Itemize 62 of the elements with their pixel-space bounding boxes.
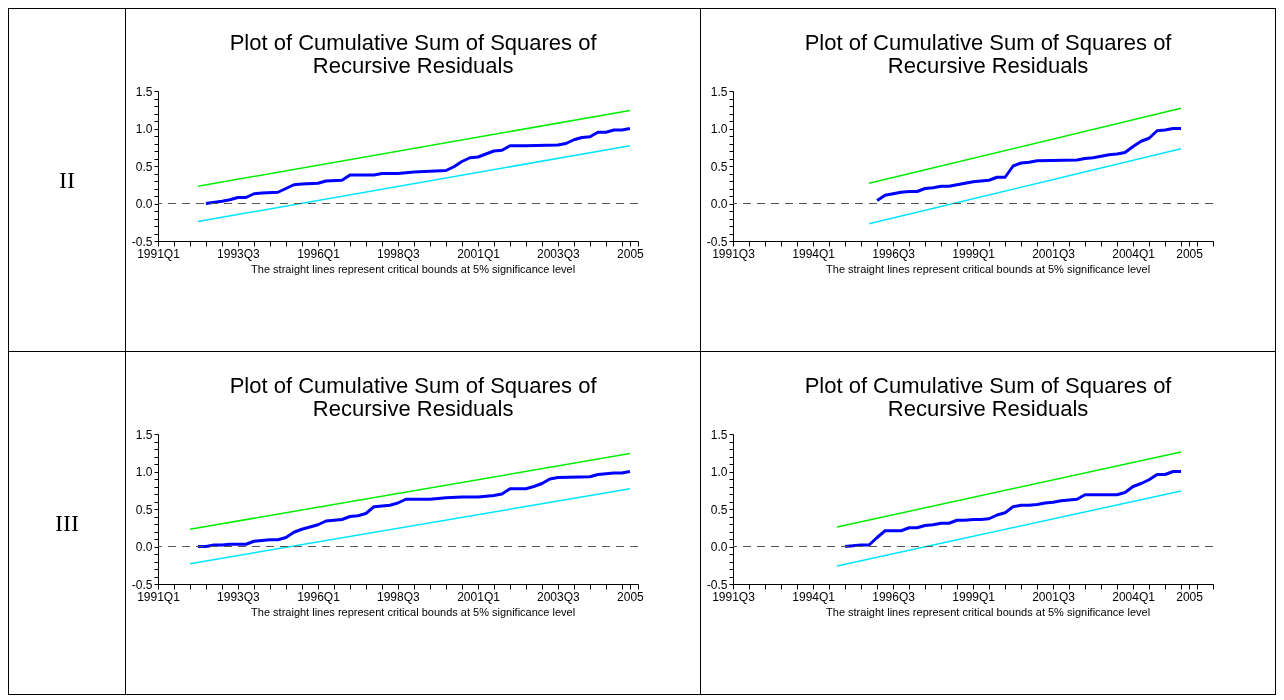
text: The straight lines represent critical bounds at 5% significance level xyxy=(250,263,577,276)
x-tick-label: 1994Q1 xyxy=(792,246,836,261)
y-tick-label: 1.0 xyxy=(710,465,728,480)
y-tick-label: 0.0 xyxy=(135,197,153,212)
y-tick-label: 0.5 xyxy=(135,502,153,517)
x-tick-label: 1991Q1 xyxy=(137,589,181,604)
x-tick-label: 1993Q3 xyxy=(217,246,261,261)
x-tick-label: 2001Q3 xyxy=(1032,589,1076,604)
x-tick-label: 1996Q1 xyxy=(297,589,341,604)
y-tick-label: 1.0 xyxy=(135,122,153,137)
text: The straight lines represent critical bounds at 5% significance level xyxy=(250,606,577,619)
line-series xyxy=(204,127,632,206)
x-tick-label: 1991Q3 xyxy=(712,589,756,604)
x-tick-label: 1999Q1 xyxy=(952,589,996,604)
y-tick-label: -0.5 xyxy=(706,577,728,592)
chart-title: Plot of Cumulative Sum of Squares of Recursive Residuals xyxy=(228,30,598,79)
y-tick-label: 1.0 xyxy=(710,122,728,137)
y-tick-label: 0.0 xyxy=(710,197,728,212)
line-series xyxy=(875,127,1183,203)
x-tick-label: 2001Q1 xyxy=(457,246,501,261)
y-tick-label: 0.5 xyxy=(710,159,728,174)
chart-title: Plot of Cumulative Sum of Squares of Recursive Residuals xyxy=(228,373,598,422)
y-tick-label: -0.5 xyxy=(131,234,153,249)
x-tick-label: 1991Q1 xyxy=(137,246,181,261)
x-tick-label: 1996Q3 xyxy=(872,246,916,261)
x-tick-label: 1996Q1 xyxy=(297,246,341,261)
y-tick-label: 1.5 xyxy=(135,84,153,99)
x-tick-label: 2001Q1 xyxy=(457,589,501,604)
line-series xyxy=(196,470,632,549)
y-tick-label: 0.5 xyxy=(710,502,728,517)
x-tick-label: 2001Q3 xyxy=(1032,246,1076,261)
x-tick-label: 2003Q3 xyxy=(537,589,581,604)
x-tick-label: 1998Q3 xyxy=(377,246,421,261)
y-tick-label: 1.5 xyxy=(710,84,728,99)
x-tick-label: 2004Q1 xyxy=(1112,589,1156,604)
chart-title: Plot of Cumulative Sum of Squares of Recursive Residuals xyxy=(803,373,1173,422)
line-series xyxy=(843,470,1183,549)
x-tick-label: 2005 xyxy=(1176,246,1204,261)
x-tick-label: 1996Q3 xyxy=(872,589,916,604)
x-tick-label: 1991Q3 xyxy=(712,246,756,261)
text: The straight lines represent critical bounds at 5% significance level xyxy=(825,606,1152,619)
x-tick-label: 1999Q1 xyxy=(952,246,996,261)
y-tick-label: 1.5 xyxy=(135,427,153,442)
y-tick-label: -0.5 xyxy=(131,577,153,592)
x-tick-label: 1998Q3 xyxy=(377,589,421,604)
y-tick-label: 0.5 xyxy=(135,159,153,174)
y-tick-label: -0.5 xyxy=(706,234,728,249)
x-tick-label: 1994Q1 xyxy=(792,589,836,604)
x-tick-label: 1993Q3 xyxy=(217,589,261,604)
y-tick-label: 1.5 xyxy=(710,427,728,442)
x-tick-label: 2003Q3 xyxy=(537,246,581,261)
y-tick-label: 0.0 xyxy=(710,540,728,555)
text: The straight lines represent critical bounds at 5% significance level xyxy=(825,263,1152,276)
text: II xyxy=(8,8,126,352)
y-tick-label: 1.0 xyxy=(135,465,153,480)
x-tick-label: 2005 xyxy=(617,589,645,604)
text: III xyxy=(8,351,126,695)
chart-title: Plot of Cumulative Sum of Squares of Recursive Residuals xyxy=(803,30,1173,79)
x-tick-label: 2005 xyxy=(1176,589,1204,604)
y-tick-label: 0.0 xyxy=(135,540,153,555)
x-tick-label: 2005 xyxy=(617,246,645,261)
x-tick-label: 2004Q1 xyxy=(1112,246,1156,261)
